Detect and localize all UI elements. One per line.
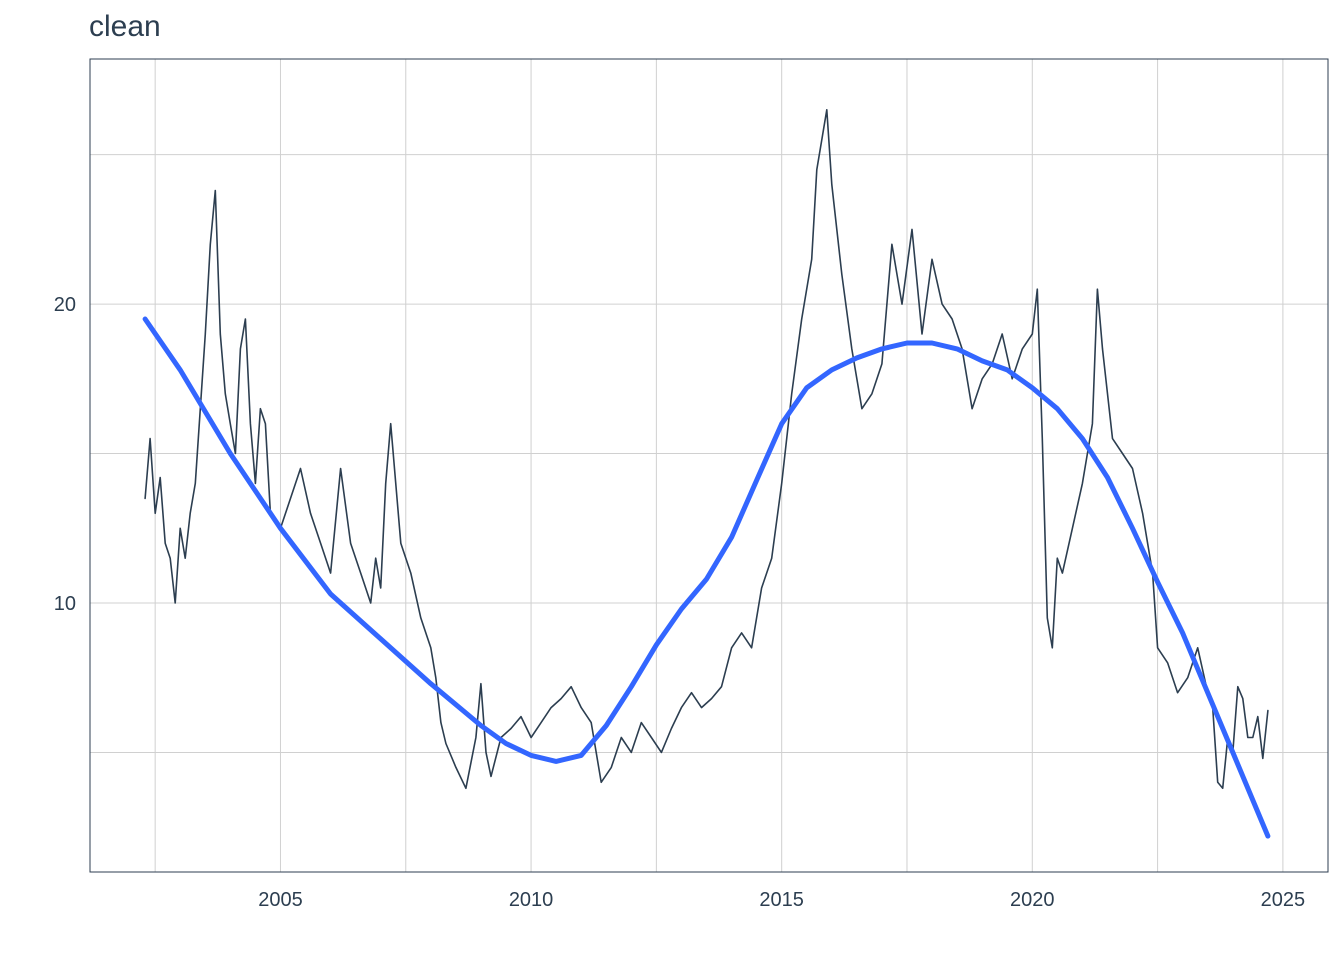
y-axis-ticks: 10 20 [54,294,76,615]
series-lines [142,109,1271,839]
y-tick-label: 20 [54,294,76,316]
x-axis-ticks: 2005 2010 2015 2020 2025 [258,889,1305,911]
grid-lines [90,59,1328,872]
x-tick-label: 2025 [1261,889,1306,911]
smooth-trend-line [142,316,1271,839]
price-line [144,109,1269,790]
x-tick-label: 2015 [759,889,804,911]
y-tick-label: 10 [54,593,76,615]
x-tick-label: 2020 [1010,889,1055,911]
panel-border [89,58,1329,873]
chart-title: clean [89,10,161,43]
x-tick-label: 2010 [509,889,554,911]
x-tick-label: 2005 [258,889,303,911]
